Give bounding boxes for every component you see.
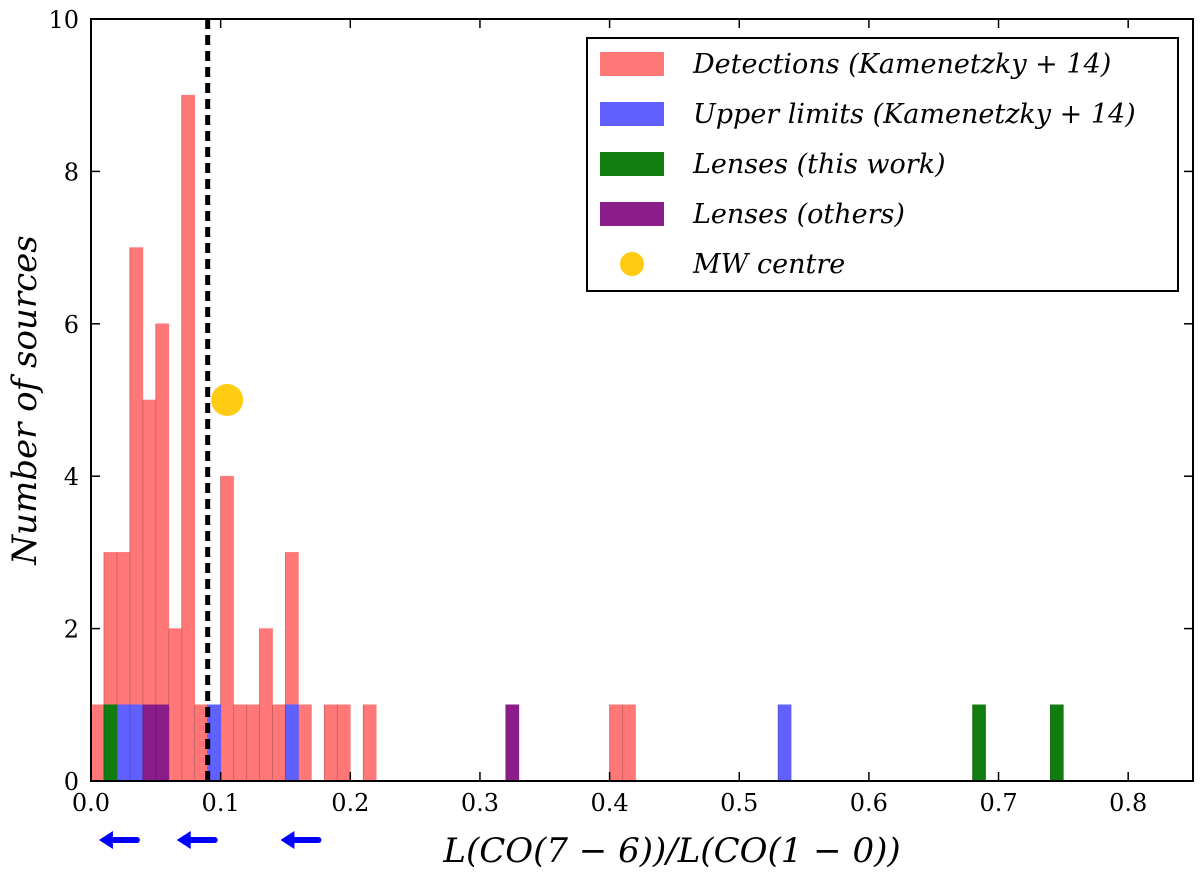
bar-series-0 — [622, 704, 636, 782]
x-tick-label: 0.3 — [461, 789, 499, 817]
plot-border — [90, 18, 1194, 782]
y-tick-label: 6 — [64, 311, 79, 339]
bar-series-0 — [246, 704, 260, 782]
arrow-head — [98, 831, 113, 849]
y-tick-label: 8 — [64, 158, 79, 186]
legend-box — [586, 37, 1179, 292]
bar-series-3 — [505, 704, 520, 782]
bar-series-0 — [259, 628, 273, 782]
y-tick-label: 10 — [48, 6, 79, 34]
x-tick-label: 0.6 — [850, 789, 888, 817]
legend-swatch — [600, 102, 664, 126]
left-arrow-icon — [176, 831, 218, 849]
bar-series-1 — [777, 704, 792, 782]
legend: Detections (Kamenetzky + 14) Upper limits… — [586, 37, 1179, 292]
legend-label: Upper limits (Kamenetzky + 14) — [693, 99, 1136, 130]
bar-series-1 — [129, 704, 144, 782]
legend-label: Detections (Kamenetzky + 14) — [692, 49, 1111, 80]
y-tick-label: 0 — [64, 768, 79, 796]
bar-series-3 — [155, 704, 170, 782]
arrow-head — [280, 831, 295, 849]
left-arrow-icon — [98, 831, 140, 849]
bar-series-3 — [142, 704, 157, 782]
marker-group — [211, 384, 244, 416]
x-tick-label: 0.0 — [72, 789, 110, 817]
x-axis-label: L(CO(7 − 6))/L(CO(1 − 0)) — [442, 831, 900, 871]
bar-series-0 — [609, 704, 623, 782]
legend-label: Lenses (others) — [692, 199, 905, 230]
bar-series-2 — [972, 704, 986, 782]
bar-series-1 — [116, 704, 131, 782]
legend-swatch — [600, 52, 664, 76]
bar-series-0 — [272, 704, 286, 782]
bar-series-2 — [103, 704, 118, 782]
left-arrow-icon — [280, 831, 322, 849]
legend-swatch-circle — [620, 252, 644, 276]
bar-series-0 — [168, 628, 183, 782]
mw-centre-marker — [211, 384, 244, 416]
upper-limit-arrows — [98, 831, 322, 849]
bar-series-0 — [298, 704, 312, 782]
bar-series-0 — [324, 704, 338, 782]
x-tick-label: 0.1 — [202, 789, 240, 817]
plot-frame — [90, 18, 1194, 782]
bar-series-0 — [337, 704, 351, 782]
legend-label: Lenses (this work) — [692, 149, 946, 180]
x-tick-label: 0.7 — [979, 789, 1017, 817]
y-tick-label: 2 — [64, 616, 79, 644]
legend-swatch — [600, 152, 664, 176]
arrow-head — [176, 831, 191, 849]
bar-series-0 — [90, 704, 105, 782]
axis-ticks: 0.0 0.1 0.2 0.3 0.4 0.5 0.6 0.7 0.8 0 2 4 6 8 10 — [48, 6, 1193, 817]
x-tick-label: 0.8 — [1109, 789, 1147, 817]
bar-series-0 — [233, 704, 247, 782]
bar-series-0 — [362, 704, 377, 782]
legend-label: MW centre — [692, 249, 845, 280]
bar-series-0 — [220, 475, 234, 782]
x-tick-label: 0.2 — [331, 789, 369, 817]
bar-series-0 — [181, 94, 196, 782]
y-axis-label: Number of sources — [5, 235, 45, 565]
legend-swatch — [600, 202, 664, 226]
y-tick-label: 4 — [64, 463, 79, 491]
x-tick-label: 0.5 — [720, 789, 758, 817]
bar-series-2 — [1050, 704, 1064, 782]
bar-series-0 — [129, 247, 144, 782]
x-tick-label: 0.4 — [591, 789, 629, 817]
bar-series-1 — [285, 704, 299, 782]
